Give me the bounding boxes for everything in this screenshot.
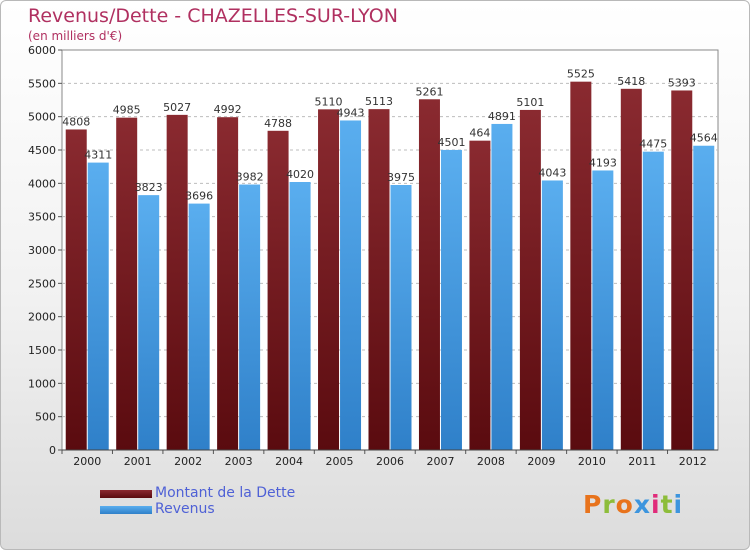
logo-letter: x — [633, 490, 651, 519]
data-label-dette: 5101 — [516, 96, 544, 109]
logo-letter: t — [660, 490, 674, 519]
data-label-dette: 464 — [469, 127, 490, 140]
data-label-revenus: 4501 — [437, 136, 465, 149]
bar-revenus — [188, 203, 210, 450]
data-label-revenus: 4564 — [690, 132, 718, 145]
data-label-revenus: 4020 — [286, 168, 314, 181]
bar-dette — [318, 109, 340, 450]
bar-revenus — [390, 185, 412, 450]
bar-revenus — [340, 120, 362, 450]
data-label-revenus: 3696 — [185, 190, 213, 203]
bar-revenus — [491, 123, 513, 450]
y-tick-label: 1000 — [28, 377, 56, 390]
data-label-dette: 5110 — [315, 95, 343, 108]
bar-revenus — [239, 184, 261, 451]
y-tick-label: 3000 — [28, 244, 56, 257]
data-label-dette: 5113 — [365, 95, 393, 108]
x-tick-label: 2010 — [578, 455, 606, 468]
bar-dette — [418, 99, 440, 451]
data-label-revenus: 3823 — [135, 181, 163, 194]
y-tick-label: 500 — [35, 411, 56, 424]
y-tick-label: 4500 — [28, 144, 56, 157]
logo-letter: o — [615, 490, 634, 519]
data-label-dette: 5027 — [163, 101, 191, 114]
y-tick-label: 4000 — [28, 177, 56, 190]
bar-dette — [519, 109, 541, 450]
data-label-revenus: 3982 — [236, 171, 264, 184]
y-tick-label: 5000 — [28, 111, 56, 124]
bar-revenus — [138, 195, 160, 450]
x-tick-label: 2007 — [426, 455, 454, 468]
data-label-dette: 4788 — [264, 117, 292, 130]
bar-dette — [570, 81, 592, 451]
logo-letter: i — [673, 490, 684, 519]
y-tick-label: 5500 — [28, 77, 56, 90]
y-tick-label: 3500 — [28, 211, 56, 224]
legend-label-dette: Montant de la Dette — [155, 485, 296, 501]
data-label-dette: 4992 — [214, 103, 242, 116]
data-label-dette: 5261 — [415, 85, 443, 98]
x-tick-label: 2000 — [73, 455, 101, 468]
chart-title: Revenus/Dette - CHAZELLES-SUR-LYON — [28, 5, 398, 27]
x-tick-label: 2009 — [527, 455, 555, 468]
bar-dette — [267, 130, 289, 451]
data-label-revenus: 4943 — [337, 106, 365, 119]
bar-dette — [671, 90, 693, 450]
bar-dette — [469, 140, 491, 450]
logo-letter: r — [602, 490, 616, 519]
x-tick-label: 2003 — [225, 455, 253, 468]
bar-revenus — [440, 149, 462, 450]
data-label-dette: 4808 — [62, 115, 90, 128]
data-label-dette: 5393 — [668, 76, 696, 89]
data-label-revenus: 4891 — [488, 110, 516, 123]
data-label-revenus: 4043 — [538, 166, 566, 179]
data-label-revenus: 4475 — [639, 138, 667, 151]
bar-dette — [166, 114, 188, 450]
data-label-dette: 5418 — [617, 75, 645, 88]
bar-dette — [368, 109, 390, 450]
bar-dette — [65, 129, 87, 450]
bar-dette — [620, 88, 642, 451]
bar-revenus — [592, 170, 614, 450]
logo-letter: i — [651, 490, 661, 519]
x-tick-label: 2006 — [376, 455, 404, 468]
x-tick-label: 2008 — [477, 455, 505, 468]
x-tick-label: 2005 — [326, 455, 354, 468]
proxiti-logo: Proxiti — [583, 490, 683, 519]
bar-dette — [217, 117, 239, 450]
y-tick-label: 6000 — [28, 44, 56, 57]
logo-letter: P — [583, 490, 603, 519]
legend-swatch-revenus — [100, 506, 152, 514]
data-label-revenus: 4193 — [589, 156, 617, 169]
data-label-revenus: 3975 — [387, 171, 415, 184]
bar-revenus — [541, 180, 563, 450]
data-label-dette: 4985 — [113, 104, 141, 117]
data-label-revenus: 4311 — [84, 149, 112, 162]
bar-revenus — [693, 145, 715, 450]
x-tick-label: 2011 — [628, 455, 656, 468]
data-label-dette: 5525 — [567, 68, 595, 81]
legend-swatch-dette — [100, 490, 152, 498]
legend-label-revenus: Revenus — [155, 501, 215, 517]
y-tick-label: 1500 — [28, 344, 56, 357]
bar-revenus — [87, 162, 109, 450]
bar-revenus — [642, 151, 664, 450]
y-tick-label: 0 — [49, 444, 56, 457]
x-tick-label: 2004 — [275, 455, 303, 468]
x-tick-label: 2012 — [679, 455, 707, 468]
chart-subtitle: (en milliers d'€) — [28, 29, 123, 43]
y-tick-label: 2000 — [28, 311, 56, 324]
y-tick-label: 2500 — [28, 277, 56, 290]
x-tick-label: 2002 — [174, 455, 202, 468]
bar-dette — [116, 117, 138, 451]
bar-revenus — [289, 182, 311, 450]
x-tick-label: 2001 — [124, 455, 152, 468]
